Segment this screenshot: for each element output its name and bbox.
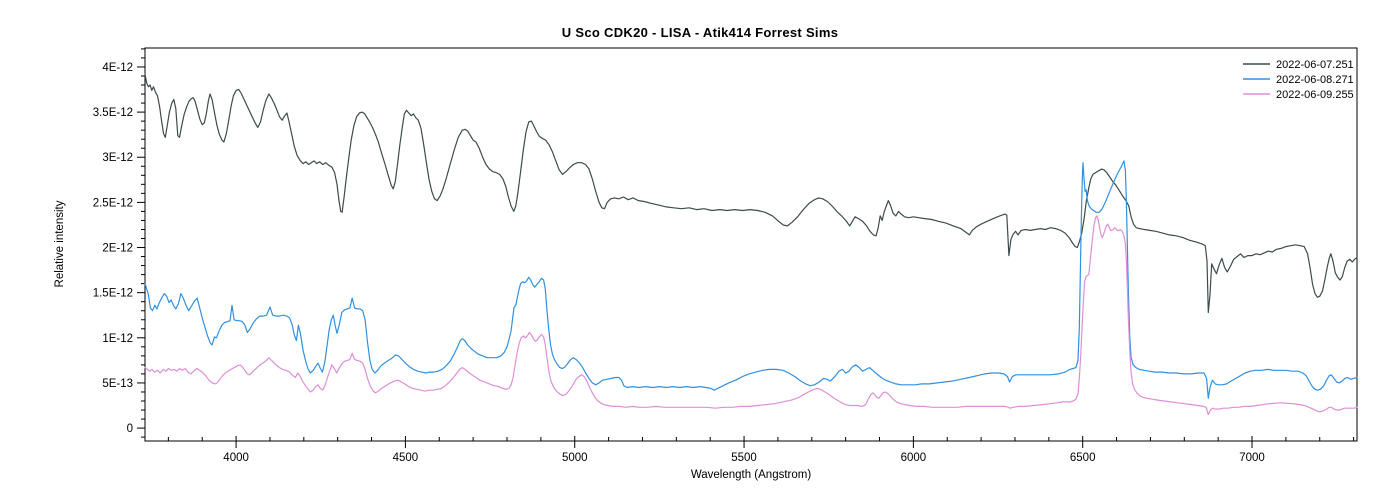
x-axis-label: Wavelength (Angstrom)	[691, 469, 812, 481]
x-tick-label: 7000	[1239, 452, 1265, 464]
x-tick-label: 5500	[731, 452, 757, 464]
x-tick-label: 6000	[901, 452, 927, 464]
legend: 2022-06-07.251 2022-06-08.271 2022-06-09.2…	[1243, 59, 1354, 101]
y-tick-label: 2E-12	[102, 243, 133, 255]
spectrum-trace-2	[144, 215, 1358, 416]
y-tick-label: 0	[127, 423, 133, 435]
legend-item-2: 2022-06-09.255	[1243, 89, 1354, 101]
legend-item-0: 2022-06-07.251	[1243, 59, 1354, 71]
legend-item-1: 2022-06-08.271	[1243, 74, 1354, 86]
x-axis: 4000 4500 5000 5500 6000 6500 7000	[167, 436, 1355, 464]
series-group	[144, 73, 1358, 416]
chart-title: U Sco CDK20 - LISA - Atik414 Forrest Sim…	[562, 25, 838, 40]
x-tick-label: 4000	[223, 452, 249, 464]
legend-label: 2022-06-08.271	[1276, 74, 1354, 86]
legend-label: 2022-06-09.255	[1276, 89, 1354, 101]
y-tick-label: 2.5E-12	[93, 197, 133, 209]
y-axis: 0 5E-13 1E-12 1.5E-12 2E-12 2.5E-12 3E-12 3.5E-…	[93, 48, 145, 438]
spectrum-trace-1	[144, 160, 1358, 399]
x-tick-label: 5000	[562, 452, 588, 464]
spectrum-trace-0	[144, 73, 1358, 314]
x-tick-label: 6500	[1070, 452, 1096, 464]
y-tick-label: 3.5E-12	[93, 107, 133, 119]
plot-border	[144, 47, 1358, 442]
y-axis-label: Relative intensity	[54, 200, 66, 287]
y-tick-label: 1E-12	[102, 333, 133, 345]
y-tick-label: 5E-13	[102, 378, 133, 390]
y-tick-label: 4E-12	[102, 62, 133, 74]
y-tick-label: 3E-12	[102, 152, 133, 164]
x-tick-label: 4500	[393, 452, 419, 464]
y-tick-label: 1.5E-12	[93, 288, 133, 300]
legend-label: 2022-06-07.251	[1276, 59, 1354, 71]
